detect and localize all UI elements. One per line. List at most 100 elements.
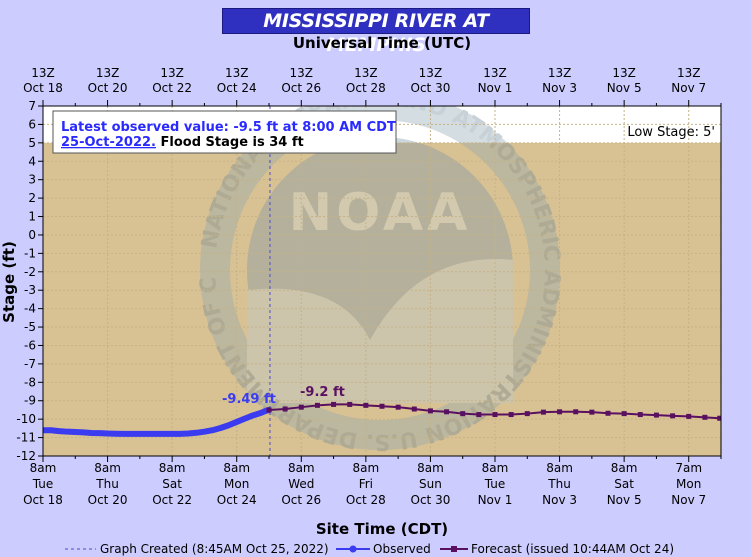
info-date: 25-Oct-2022. [61,135,156,150]
forecast-point [524,411,530,417]
y-tick-label: -8 [24,375,36,389]
observed-point [234,419,240,425]
top-axis-label: Universal Time (UTC) [293,34,471,52]
top-tick-time: 13Z [483,66,507,80]
plot-area [43,106,721,456]
plot-border [42,105,722,457]
x-tick-time: 8am [94,461,121,475]
y-tick-label: -1 [24,246,36,260]
forecast-point [347,401,353,407]
forecast-point [670,413,676,419]
info-line-1: Latest observed value: -9.5 ft at 8:00 A… [61,120,396,135]
x-tick-time: 8am [546,461,573,475]
chart-title: MISSISSIPPI RIVER AT MEMPHIS [263,10,489,56]
forecast-point [573,409,579,415]
watermark-noaa-text: NOAA [289,183,472,243]
top-tick-time: 13Z [548,66,572,80]
forecast-point [460,411,466,417]
top-tick-time: 13Z [160,66,184,80]
y-tick-label: 2 [28,191,36,205]
observed-point [145,431,151,437]
info-box: Latest observed value: -9.5 ft at 8:00 A… [52,110,397,154]
x-tick-weekday: Mon [224,477,249,491]
y-tick-label: 4 [28,154,36,168]
forecast-point [637,412,643,418]
x-tick-date: Oct 22 [152,493,192,507]
top-tick-date: Nov 7 [671,81,706,95]
grid-lines [43,106,721,456]
y-tick-label: 0 [28,228,36,242]
top-tick-time: 13Z [290,66,314,80]
legend: Graph Created (8:45AM Oct 25, 2022) Obse… [65,542,674,556]
observed-point [177,431,183,437]
forecast-point [363,402,369,408]
top-tick-time: 13Z [31,66,55,80]
forecast-point [717,415,721,421]
x-tick-time: 7am [675,461,702,475]
legend-created: Graph Created (8:45AM Oct 25, 2022) [100,542,329,556]
top-tick-date: Oct 28 [346,81,386,95]
legend-observed: Observed [373,542,431,556]
observed-point [129,431,135,437]
observed-point [153,431,159,437]
observed-point [250,412,256,418]
observed-point [242,416,248,422]
forecast-point [702,414,708,420]
observed-point [161,431,167,437]
forecast-point [298,404,304,410]
top-tick-time: 13Z [354,66,378,80]
observed-point [226,422,232,428]
top-tick-time: 13Z [677,66,701,80]
x-tick-weekday: Sat [614,477,634,491]
observed-point [56,428,62,434]
x-tick-date: Oct 18 [23,493,63,507]
forecast-point [508,412,514,418]
legend-observed-marker [349,545,357,553]
forecast-point [411,406,417,412]
x-tick-time: 8am [159,461,186,475]
x-tick-time: 8am [611,461,638,475]
y-tick-label: -12 [16,449,36,463]
top-tick-time: 13Z [96,66,120,80]
x-tick-weekday: Sat [162,477,182,491]
x-tick-weekday: Mon [676,477,701,491]
observed-point [258,410,264,416]
legend-forecast: Forecast (issued 10:44AM Oct 24) [471,542,674,556]
top-tick-date: Oct 22 [152,81,192,95]
observed-point [121,431,127,437]
y-tick-label: 7 [28,99,36,113]
observed-point [88,430,94,436]
observed-point [210,427,215,433]
x-tick-weekday: Wed [288,477,314,491]
x-tick-time: 8am [223,461,250,475]
forecast-point [589,409,595,415]
legend-forecast-marker [451,546,457,552]
forecast-point [282,406,288,412]
x-tick-date: Oct 20 [88,493,128,507]
forecast-point [653,412,659,418]
forecast-peak-label: -9.2 ft [300,385,345,400]
forecast-point [444,409,450,415]
y-tick-label: 6 [28,117,36,131]
x-axis-label: Site Time (CDT) [316,520,448,538]
x-tick-time: 8am [417,461,444,475]
observed-point [80,429,86,435]
x-tick-date: Oct 28 [346,493,386,507]
top-tick-date: Nov 5 [607,81,642,95]
y-tick-label: 5 [28,136,36,150]
forecast-point [492,412,498,418]
x-tick-weekday: Tue [32,477,54,491]
forecast-point [605,410,611,416]
watermark-gull [247,259,513,403]
y-tick-label: 1 [28,210,36,224]
observed-point [64,429,70,435]
top-tick-date: Oct 18 [23,81,63,95]
y-tick-label: -9 [24,394,36,408]
watermark-ring [200,106,560,450]
x-tick-date: Oct 24 [217,493,257,507]
x-tick-weekday: Tue [484,477,506,491]
top-tick-date: Nov 3 [542,81,577,95]
forecast-point [427,408,433,414]
x-tick-date: Oct 30 [411,493,451,507]
info-flood-stage: Flood Stage is 34 ft [156,135,304,150]
